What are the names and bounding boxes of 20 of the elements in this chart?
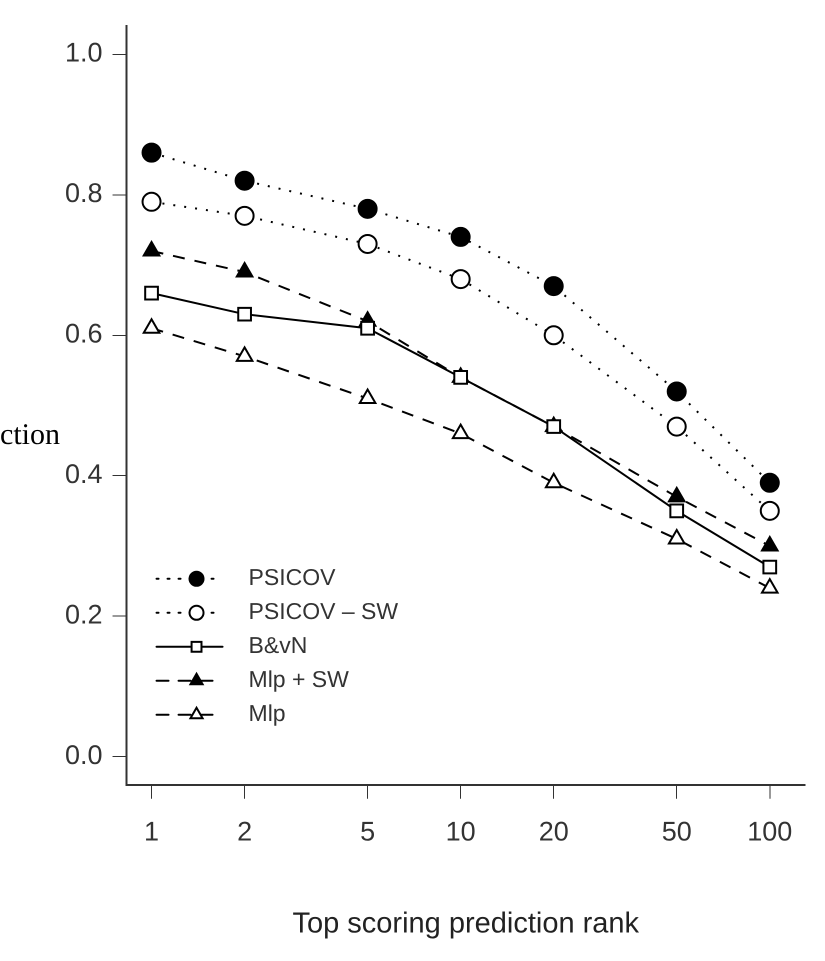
- x-tick-label: 1: [144, 816, 160, 846]
- legend-label: Mlp: [248, 700, 286, 726]
- x-tick-label: 20: [538, 816, 569, 846]
- x-tick-label: 2: [237, 816, 252, 846]
- x-tick-label: 50: [662, 816, 692, 846]
- y-tick-label: 0.0: [64, 740, 103, 770]
- x-tick-label: 10: [446, 816, 476, 846]
- x-tick-label: 100: [747, 816, 792, 846]
- text: ction: [0, 418, 60, 452]
- x-axis-title: Top scoring prediction rank: [292, 908, 640, 940]
- legend-label: B&vN: [248, 632, 308, 658]
- legend-label: Mlp + SW: [248, 666, 350, 692]
- x-tick-label: 5: [360, 816, 376, 846]
- y-tick-label: 0.2: [64, 600, 103, 630]
- legend-label: PSICOV – SW: [248, 598, 398, 624]
- y-tick-label: 0.4: [64, 459, 103, 490]
- legend-label: PSICOV: [248, 564, 336, 590]
- y-tick-label: 0.6: [64, 318, 103, 349]
- y-tick-label: 1.0: [64, 38, 103, 68]
- y-tick-label: 0.8: [64, 178, 103, 208]
